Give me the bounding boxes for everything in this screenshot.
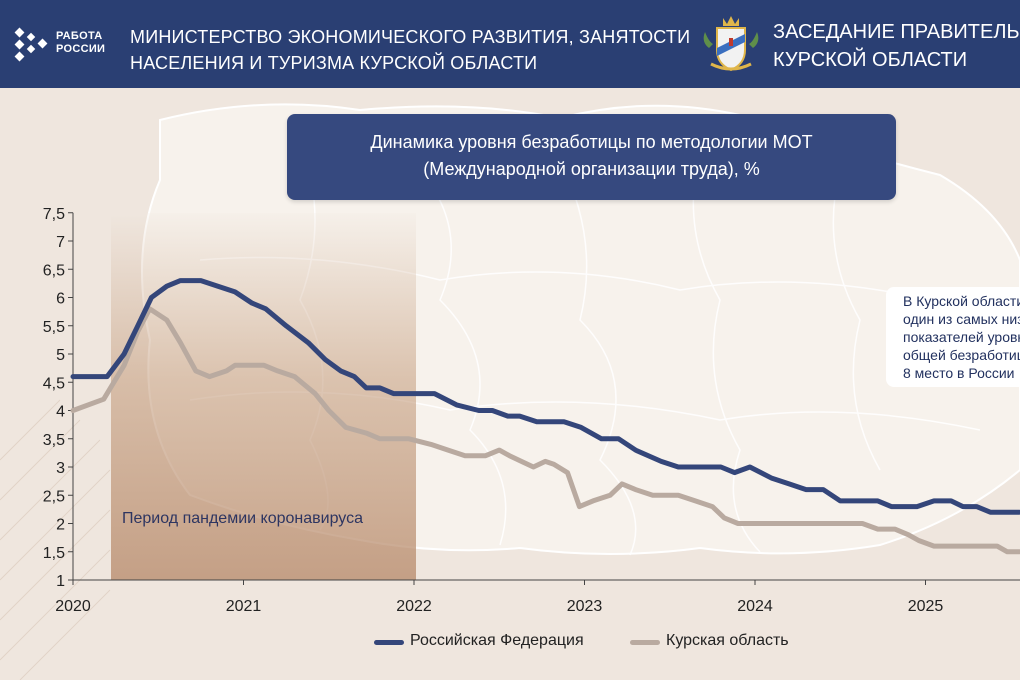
y-tick-label: 5,5 (43, 319, 65, 336)
meeting-line2: КУРСКОЙ ОБЛАСТИ (773, 49, 968, 71)
y-tick-label: 3,5 (43, 432, 65, 449)
note-line2: один из самых низких (903, 311, 1020, 327)
note-line3: показателей уровня (903, 329, 1020, 345)
y-tick-label: 5 (56, 347, 65, 364)
chart-axes: 7,5 7 6,5 6 5,5 5 4,5 4 3,5 3 2,5 2 1,5 1 2020 2021 2022… (43, 206, 1020, 615)
x-tick-label: 2020 (55, 598, 91, 615)
pandemic-period-label: Период пандемии коронавируса (122, 510, 363, 527)
series-line-kursk (70, 306, 1020, 555)
meeting-title: ЗАСЕДАНИЕ ПРАВИТЕЛЬСТВА КУРСКОЙ ОБЛАСТИ (773, 18, 1020, 74)
y-tick-label: 2 (56, 517, 65, 534)
legend-swatch-rf (374, 640, 404, 645)
chart-legend: Российская Федерация Курская область (374, 626, 824, 656)
note-line1: В Курской области (903, 293, 1020, 309)
pandemic-period-band (111, 213, 416, 580)
note-line4: общей безработицы (903, 347, 1020, 363)
y-tick-label: 1 (56, 573, 65, 590)
legend-label-kursk: Курская область (666, 632, 789, 649)
x-tick-label: 2025 (908, 598, 944, 615)
y-tick-label: 2,5 (43, 488, 65, 505)
kursk-coat-of-arms-icon (703, 16, 759, 72)
y-tick-label: 7,5 (43, 206, 65, 223)
logo-text: РАБОТА РОССИИ (56, 30, 105, 56)
chart-title-line2: (Международной организации труда), % (423, 159, 760, 179)
chart-series-layer (70, 278, 1020, 555)
x-tick-label: 2023 (567, 598, 603, 615)
logo-line1: РАБОТА (56, 30, 103, 42)
y-tick-label: 6 (56, 291, 65, 308)
chart-title-line1: Динамика уровня безработицы по методолог… (370, 132, 813, 152)
legend-label-rf: Российская Федерация (410, 632, 584, 649)
legend-swatch-kursk (630, 640, 660, 645)
y-tick-label: 7 (56, 234, 65, 251)
y-tick-label: 4 (56, 404, 65, 421)
y-tick-label: 3 (56, 460, 65, 477)
kursk-ranking-note: В Курской области один из самых низких п… (886, 287, 1020, 387)
y-tick-label: 1,5 (43, 545, 65, 562)
x-tick-label: 2024 (737, 598, 773, 615)
x-tick-label: 2022 (396, 598, 432, 615)
note-line5: 8 место в России (903, 365, 1015, 381)
ministry-line2: НАСЕЛЕНИЯ И ТУРИЗМА КУРСКОЙ ОБЛАСТИ (130, 53, 538, 73)
y-tick-label: 4,5 (43, 375, 65, 392)
series-line-rf (70, 278, 1020, 515)
ministry-title: МИНИСТЕРСТВО ЭКОНОМИЧЕСКОГО РАЗВИТИЯ, ЗА… (130, 24, 690, 76)
x-tick-label: 2021 (226, 598, 262, 615)
chart-title-box: Динамика уровня безработицы по методолог… (287, 114, 896, 200)
ministry-line1: МИНИСТЕРСТВО ЭКОНОМИЧЕСКОГО РАЗВИТИЯ, ЗА… (130, 27, 691, 47)
meeting-line1: ЗАСЕДАНИЕ ПРАВИТЕЛЬСТВА (773, 21, 1020, 43)
y-tick-label: 6,5 (43, 262, 65, 279)
header-bar: РАБОТА РОССИИ МИНИСТЕРСТВО ЭКОНОМИЧЕСКОГ… (0, 0, 1020, 88)
logo-line2: РОССИИ (56, 43, 106, 55)
rabota-rossii-logo-icon (14, 27, 48, 62)
